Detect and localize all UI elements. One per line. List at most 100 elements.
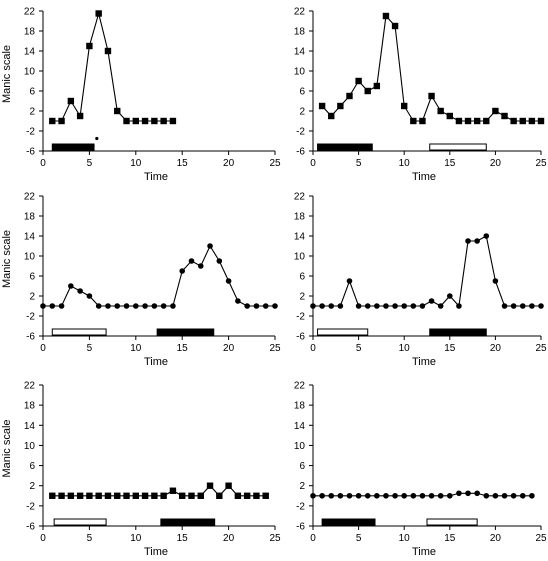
data-point (510, 117, 517, 125)
x-tick-label: 0 (310, 158, 316, 169)
data-point (132, 492, 139, 499)
y-axis-label: Manic scale (1, 230, 13, 288)
treatment-bar-filled (317, 143, 373, 151)
treatment-bar-filled (160, 518, 216, 526)
data-point (392, 492, 398, 499)
y-tick-label: 22 (24, 192, 36, 203)
x-tick-label: 15 (177, 533, 189, 544)
data-point (492, 492, 499, 499)
data-point (419, 117, 426, 125)
data-point (318, 102, 326, 110)
data-point (391, 22, 399, 30)
y-tick-label: 10 (24, 441, 36, 452)
data-point (104, 492, 112, 499)
data-point (465, 238, 471, 244)
panel-6: -6 -2 2 6 10 14 18 22 0 5 10 15 20 25 Time (294, 381, 547, 559)
data-point (510, 303, 517, 309)
data-point (337, 102, 344, 110)
data-point (355, 492, 362, 499)
data-point (501, 492, 508, 499)
data-point (86, 293, 93, 299)
data-point (123, 117, 130, 125)
data-point (437, 107, 444, 115)
data-point (328, 492, 335, 499)
x-tick-label: 5 (356, 158, 362, 169)
y-tick-label: -2 (296, 501, 305, 512)
panel-4: -6 -2 2 6 10 14 18 22 0 5 10 15 20 25 Time (294, 192, 547, 369)
data-point (456, 303, 462, 309)
data-point (216, 258, 223, 264)
data-point (40, 303, 46, 309)
panel-5: -6 -2 2 6 10 14 18 22 0 5 10 15 20 25 Time Manic scale (1, 381, 281, 559)
x-axis-label: Time (144, 546, 168, 558)
treatment-bar-filled (429, 328, 487, 336)
x-tick-label: 20 (223, 343, 235, 354)
panel-2: -6 -2 2 6 10 14 18 22 0 5 10 15 20 25 Time (294, 7, 547, 184)
data-point (253, 492, 260, 499)
data-point (206, 482, 214, 489)
y-tick-label: 18 (24, 401, 36, 412)
data-point (528, 117, 536, 125)
data-point (114, 107, 121, 115)
x-tick-label: 20 (223, 533, 235, 544)
data-point (67, 97, 75, 105)
x-tick-label: 25 (535, 533, 547, 544)
data-point (374, 492, 380, 499)
data-point (179, 492, 186, 499)
data-point (364, 303, 371, 309)
y-tick-label: 2 (29, 292, 35, 303)
y-tick-label: -6 (296, 522, 305, 533)
data-point (483, 233, 490, 239)
data-point (235, 298, 241, 304)
data-point (86, 42, 93, 50)
y-tick-label: 2 (299, 481, 305, 492)
data-point (58, 492, 65, 499)
x-axis-label: Time (144, 171, 168, 183)
data-point (328, 112, 335, 120)
y-tick-label: 22 (294, 192, 306, 203)
data-point (364, 87, 371, 95)
x-tick-label: 5 (356, 533, 362, 544)
y-tick-label: -6 (26, 147, 35, 158)
x-tick-label: 25 (269, 343, 281, 354)
data-point (355, 303, 362, 309)
x-axis-label: Time (412, 171, 436, 183)
data-point (310, 303, 316, 309)
x-tick-label: 10 (130, 533, 142, 544)
x-tick-label: 25 (269, 158, 281, 169)
isolated-point (95, 136, 99, 141)
data-point (456, 490, 462, 497)
data-point (123, 303, 130, 309)
data-point (86, 492, 93, 499)
y-tick-label: 18 (24, 212, 36, 223)
data-point (76, 112, 84, 120)
data-point (346, 278, 353, 284)
y-tick-label: 10 (24, 252, 36, 263)
treatment-bar-filled (156, 328, 215, 336)
y-tick-label: 2 (29, 107, 35, 118)
treatment-bar-empty (53, 518, 107, 526)
x-tick-label: 15 (444, 533, 456, 544)
y-tick-label: 6 (29, 272, 35, 283)
y-tick-label: 22 (294, 381, 306, 392)
treatment-bar-empty (426, 518, 478, 526)
x-tick-label: 15 (444, 343, 456, 354)
y-tick-label: 18 (294, 401, 306, 412)
data-point (95, 10, 102, 17)
y-tick-label: 14 (24, 421, 36, 432)
data-point (474, 490, 480, 497)
series-line (52, 484, 266, 497)
treatment-bar-empty (429, 143, 487, 151)
data-point (104, 47, 112, 55)
data-point (337, 303, 344, 309)
data-point (243, 492, 251, 499)
y-tick-label: 2 (299, 292, 305, 303)
treatment-bar-filled (51, 143, 95, 151)
data-point (197, 263, 204, 269)
data-point (410, 303, 417, 309)
data-point (197, 492, 204, 499)
data-point (401, 102, 408, 110)
data-point (141, 117, 149, 125)
data-point (355, 77, 362, 85)
data-point (437, 492, 444, 499)
